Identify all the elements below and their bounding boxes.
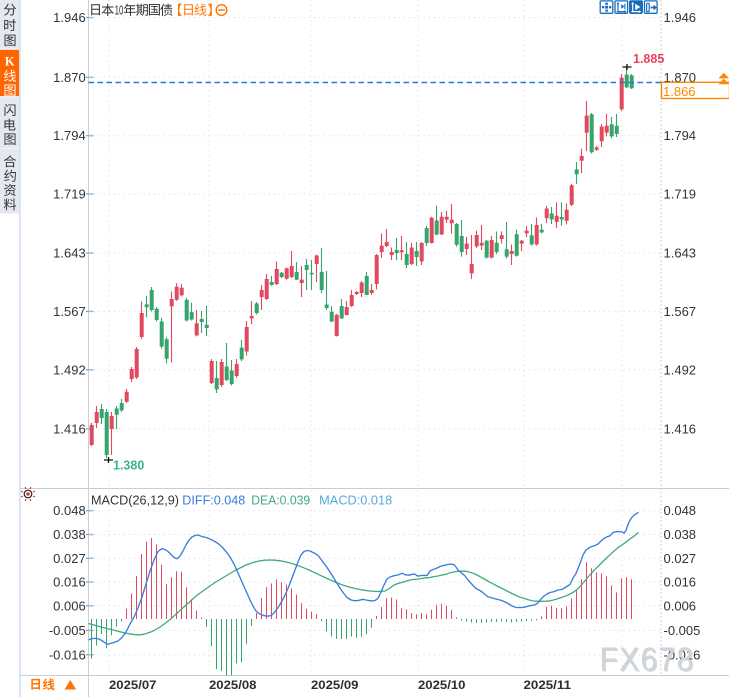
svg-text:1.866: 1.866 [663,84,696,99]
svg-text:2025/09: 2025/09 [311,678,359,692]
svg-text:MACD:0.018: MACD:0.018 [319,494,392,508]
svg-text:0.048: 0.048 [664,503,697,518]
svg-text:DEA:0.039: DEA:0.039 [251,494,310,508]
svg-text:-0.005: -0.005 [664,623,701,638]
svg-text:0.006: 0.006 [664,598,697,613]
svg-text:-0.005: -0.005 [49,623,86,638]
svg-text:2025/08: 2025/08 [209,678,257,692]
svg-text:K: K [5,54,15,68]
svg-text:0.038: 0.038 [53,527,86,542]
svg-text:-0.016: -0.016 [49,647,86,662]
svg-text:2025/07: 2025/07 [109,678,157,692]
svg-text:1.794: 1.794 [53,128,86,143]
svg-text:1.643: 1.643 [53,246,86,261]
svg-text:1.416: 1.416 [53,421,86,436]
svg-text:1.416: 1.416 [664,421,697,436]
svg-text:1.794: 1.794 [664,128,697,143]
svg-text:1.567: 1.567 [53,304,86,319]
svg-text:1.719: 1.719 [53,187,86,202]
svg-text:1.492: 1.492 [664,362,697,377]
svg-text:1.719: 1.719 [664,187,697,202]
svg-text:DIFF:0.048: DIFF:0.048 [182,494,245,508]
svg-text:10: 10 [115,4,124,18]
svg-text:1.380: 1.380 [113,459,144,473]
svg-text:1.870: 1.870 [664,70,697,85]
svg-text:0.038: 0.038 [664,527,697,542]
svg-text:2025/10: 2025/10 [418,678,466,692]
svg-text:1.885: 1.885 [633,52,664,66]
svg-text:1.946: 1.946 [53,10,86,25]
svg-text:0.006: 0.006 [53,598,86,613]
svg-text:FX678: FX678 [600,640,695,677]
svg-text:0.027: 0.027 [664,551,697,566]
svg-text:1.567: 1.567 [664,304,697,319]
svg-text:-0.016: -0.016 [664,647,701,662]
svg-text:0.027: 0.027 [53,551,86,566]
svg-text:FX678: FX678 [601,642,696,679]
svg-text:MACD(26,12,9): MACD(26,12,9) [91,494,179,508]
svg-text:0.016: 0.016 [53,575,86,590]
svg-text:1.643: 1.643 [664,246,697,261]
svg-text:1.946: 1.946 [664,10,697,25]
svg-text:1.870: 1.870 [53,70,86,85]
svg-text:0.016: 0.016 [664,575,697,590]
svg-text:1.492: 1.492 [53,362,86,377]
svg-text:0.048: 0.048 [53,503,86,518]
svg-text:2025/11: 2025/11 [524,678,572,692]
